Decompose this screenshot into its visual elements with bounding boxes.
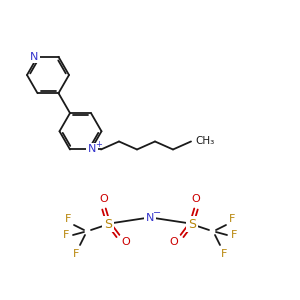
Text: F: F xyxy=(231,230,237,240)
Text: F: F xyxy=(73,249,79,259)
Text: F: F xyxy=(229,214,235,224)
Text: O: O xyxy=(192,194,200,204)
Text: −: − xyxy=(153,208,161,218)
Text: N: N xyxy=(146,213,154,223)
Text: F: F xyxy=(65,214,71,224)
Text: O: O xyxy=(100,194,108,204)
Text: S: S xyxy=(104,218,112,230)
Text: F: F xyxy=(221,249,227,259)
Text: N: N xyxy=(88,145,96,154)
Text: F: F xyxy=(63,230,69,240)
Text: S: S xyxy=(188,218,196,230)
Text: O: O xyxy=(169,237,178,247)
Text: N: N xyxy=(30,52,39,62)
Text: CH₃: CH₃ xyxy=(195,136,214,146)
Text: +: + xyxy=(96,140,102,149)
Text: O: O xyxy=(122,237,130,247)
